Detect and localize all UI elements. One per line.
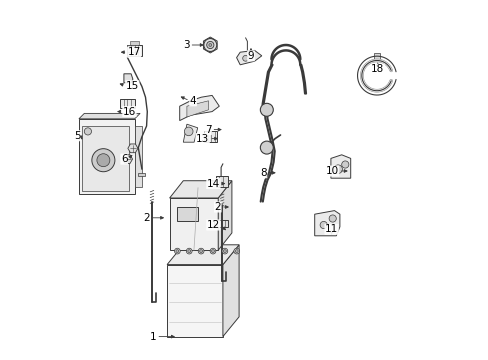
Text: 3: 3: [183, 40, 189, 50]
Text: 16: 16: [122, 107, 136, 117]
Polygon shape: [213, 220, 228, 227]
Text: 2: 2: [143, 213, 150, 223]
Text: 10: 10: [325, 166, 338, 176]
Polygon shape: [223, 245, 239, 337]
Circle shape: [184, 127, 193, 136]
Polygon shape: [79, 119, 134, 194]
Circle shape: [328, 215, 336, 222]
Text: 18: 18: [370, 64, 384, 74]
Circle shape: [235, 250, 238, 252]
Polygon shape: [138, 173, 145, 176]
Text: 1: 1: [149, 332, 156, 342]
Circle shape: [210, 248, 215, 254]
Circle shape: [260, 141, 273, 154]
Text: 2: 2: [214, 202, 221, 212]
Circle shape: [211, 250, 214, 252]
Polygon shape: [330, 155, 350, 178]
Text: 12: 12: [206, 220, 220, 230]
Polygon shape: [204, 131, 217, 142]
Text: 8: 8: [260, 168, 266, 178]
Polygon shape: [120, 99, 134, 108]
Circle shape: [208, 44, 211, 46]
Polygon shape: [167, 265, 223, 337]
Text: 17: 17: [127, 47, 141, 57]
Polygon shape: [82, 126, 129, 191]
Circle shape: [320, 221, 326, 229]
Circle shape: [203, 39, 216, 51]
Polygon shape: [122, 155, 132, 163]
Circle shape: [233, 248, 239, 254]
Polygon shape: [218, 181, 231, 250]
Polygon shape: [127, 45, 142, 56]
Polygon shape: [167, 245, 239, 265]
Circle shape: [176, 250, 179, 252]
Circle shape: [223, 250, 226, 252]
Polygon shape: [169, 181, 231, 198]
Circle shape: [198, 248, 203, 254]
Polygon shape: [215, 176, 228, 187]
Circle shape: [206, 41, 213, 49]
Text: 14: 14: [206, 179, 220, 189]
Text: 7: 7: [204, 125, 211, 135]
Circle shape: [174, 248, 180, 254]
Polygon shape: [169, 198, 218, 250]
Text: 4: 4: [189, 96, 196, 106]
Circle shape: [333, 165, 342, 174]
Polygon shape: [177, 207, 198, 221]
Polygon shape: [179, 95, 219, 121]
Polygon shape: [127, 45, 134, 52]
Text: 11: 11: [325, 224, 338, 234]
Polygon shape: [314, 211, 339, 236]
Polygon shape: [123, 74, 133, 83]
Circle shape: [341, 161, 348, 168]
Polygon shape: [183, 124, 197, 142]
Circle shape: [84, 128, 91, 135]
Text: 13: 13: [196, 134, 209, 144]
Circle shape: [187, 250, 190, 252]
Polygon shape: [236, 50, 261, 65]
Circle shape: [92, 149, 115, 172]
Polygon shape: [130, 41, 139, 45]
Circle shape: [199, 250, 202, 252]
Circle shape: [222, 248, 227, 254]
Text: 5: 5: [74, 131, 80, 141]
Polygon shape: [373, 53, 379, 59]
Circle shape: [242, 55, 248, 61]
Polygon shape: [134, 126, 142, 187]
Polygon shape: [127, 144, 138, 153]
Circle shape: [97, 154, 110, 167]
Circle shape: [186, 248, 192, 254]
Text: 15: 15: [125, 81, 139, 91]
Polygon shape: [79, 113, 140, 119]
Text: 6: 6: [121, 154, 127, 164]
Circle shape: [260, 103, 273, 116]
Polygon shape: [186, 101, 208, 117]
Text: 9: 9: [247, 51, 254, 61]
